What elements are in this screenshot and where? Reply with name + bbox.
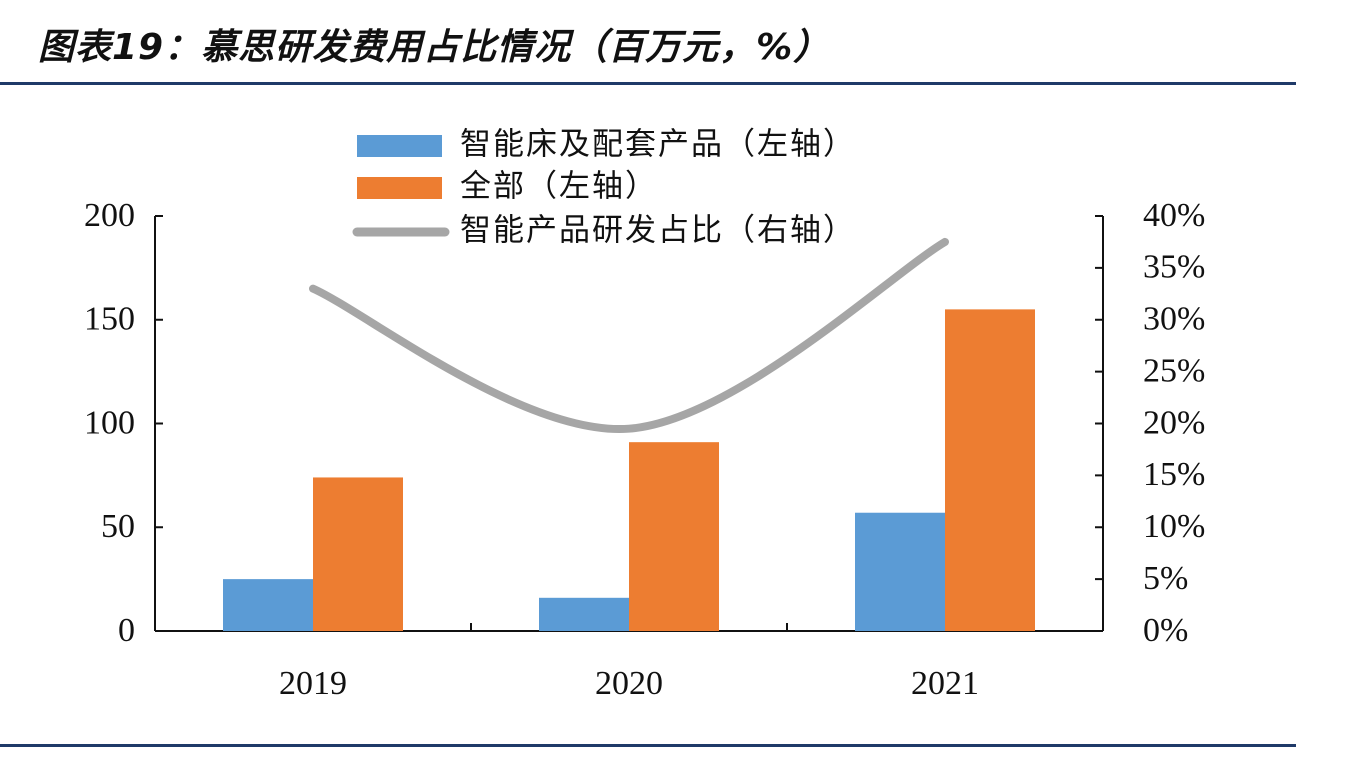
footer-rule bbox=[0, 744, 1296, 747]
left-axis-tick-label: 150 bbox=[84, 301, 135, 338]
right-axis-tick-label: 35% bbox=[1143, 249, 1205, 286]
bar-total bbox=[945, 309, 1035, 631]
right-axis-tick-label: 40% bbox=[1143, 197, 1205, 234]
left-axis-tick-label: 200 bbox=[84, 197, 135, 234]
legend-label-smart-products: 智能床及配套产品（左轴） bbox=[460, 127, 856, 163]
line-rd-ratio bbox=[309, 237, 949, 433]
chart-title: 图表19：慕思研发费用占比情况（百万元，%） bbox=[38, 27, 831, 68]
legend-swatch-total bbox=[357, 177, 442, 199]
x-axis-tick-label: 2020 bbox=[595, 665, 663, 702]
right-axis-tick-label: 15% bbox=[1143, 456, 1205, 493]
right-axis-tick-label: 10% bbox=[1143, 508, 1205, 545]
bar-total bbox=[313, 477, 403, 631]
legend-label-rd-ratio: 智能产品研发占比（右轴） bbox=[460, 213, 856, 249]
bar-smart-products bbox=[855, 512, 945, 631]
legend-label-total: 全部（左轴） bbox=[460, 169, 658, 205]
left-axis-tick-label: 50 bbox=[101, 508, 135, 545]
left-axis-tick-label: 0 bbox=[118, 612, 135, 649]
right-axis-tick-label: 30% bbox=[1143, 301, 1205, 338]
bar-smart-products bbox=[539, 597, 629, 631]
legend-swatch-smart-products bbox=[357, 135, 442, 157]
x-axis-tick-label: 2019 bbox=[279, 665, 347, 702]
right-axis-tick-label: 5% bbox=[1143, 560, 1188, 597]
left-axis-tick-label: 100 bbox=[84, 404, 135, 441]
bar-smart-products bbox=[223, 579, 313, 631]
bar-total bbox=[629, 442, 719, 631]
right-axis-tick-label: 25% bbox=[1143, 352, 1205, 389]
x-axis-tick-label: 2021 bbox=[911, 665, 979, 702]
right-axis-tick-label: 20% bbox=[1143, 404, 1205, 441]
right-axis-tick-label: 0% bbox=[1143, 612, 1188, 649]
title-rule bbox=[0, 82, 1296, 85]
